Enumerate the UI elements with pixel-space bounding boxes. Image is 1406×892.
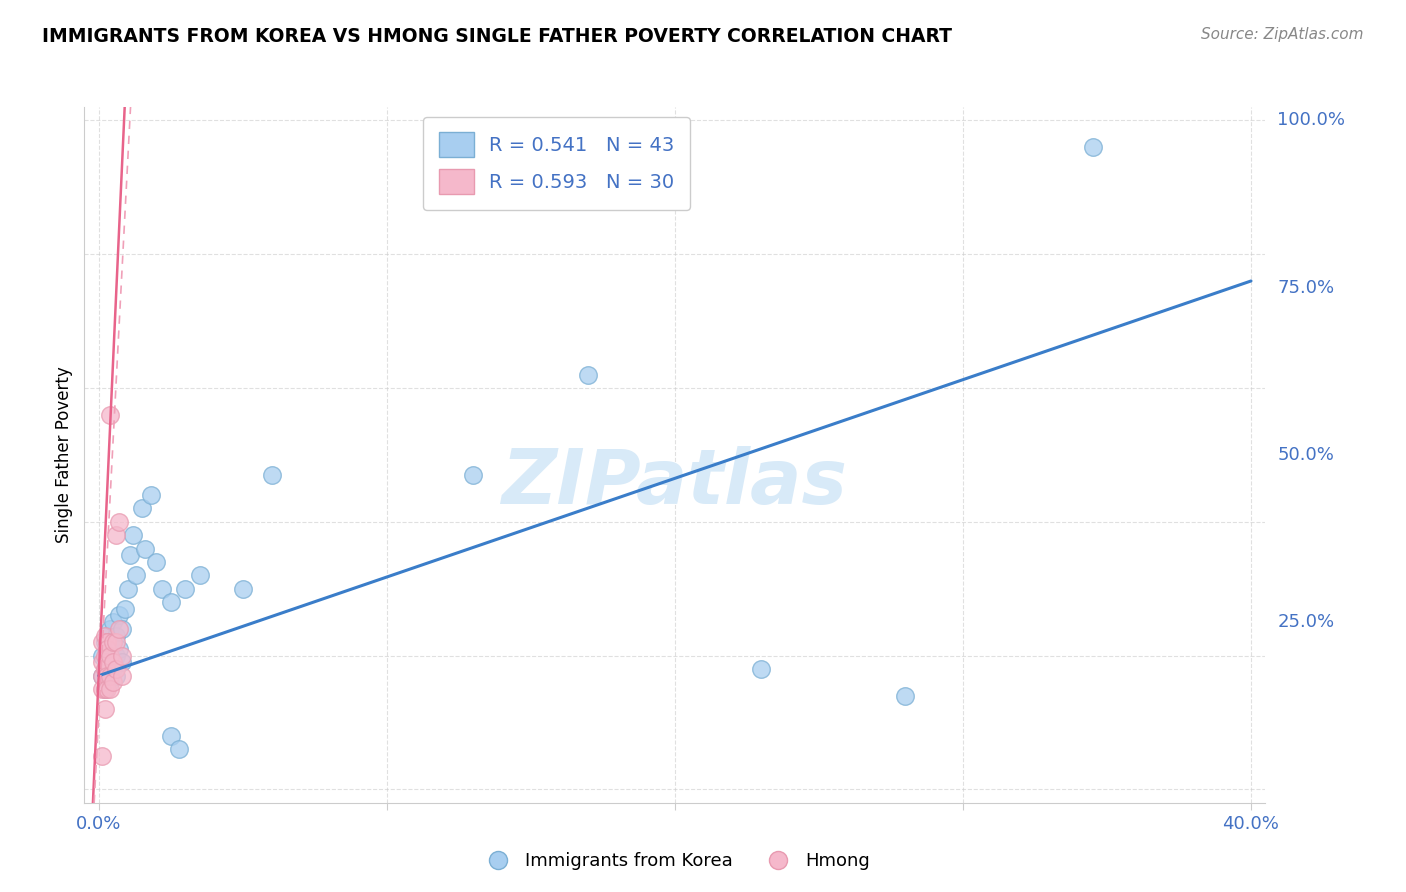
Point <box>93 681 115 696</box>
Point <box>93 702 115 716</box>
Text: 100.0%: 100.0% <box>1277 112 1346 129</box>
Point <box>96 642 118 657</box>
Point <box>111 622 134 636</box>
Point <box>90 669 112 683</box>
Point <box>96 655 118 669</box>
Point <box>232 582 254 596</box>
Point <box>90 655 112 669</box>
Point <box>159 729 181 743</box>
Point <box>93 681 115 696</box>
Point <box>894 689 917 703</box>
Point <box>117 582 139 596</box>
Point <box>188 568 211 582</box>
Point <box>749 662 772 676</box>
Point <box>98 642 121 657</box>
Point <box>463 468 485 483</box>
Point <box>96 648 118 663</box>
Point <box>134 541 156 556</box>
Point <box>93 635 115 649</box>
Point <box>159 595 181 609</box>
Point <box>96 635 118 649</box>
Point <box>101 635 124 649</box>
Point <box>139 488 162 502</box>
Point <box>90 635 112 649</box>
Text: Source: ZipAtlas.com: Source: ZipAtlas.com <box>1201 27 1364 42</box>
Point <box>105 528 128 542</box>
Point <box>93 628 115 642</box>
Point <box>108 622 131 636</box>
Point <box>101 675 124 690</box>
Point <box>96 628 118 642</box>
Point <box>98 681 121 696</box>
Point <box>90 681 112 696</box>
Point <box>96 635 118 649</box>
Point <box>90 669 112 683</box>
Point <box>150 582 173 596</box>
Point <box>108 608 131 623</box>
Point <box>145 555 167 569</box>
Point <box>105 635 128 649</box>
Point <box>114 602 136 616</box>
Point <box>90 648 112 663</box>
Text: ZIPatlas: ZIPatlas <box>502 446 848 520</box>
Point <box>111 648 134 663</box>
Point <box>131 501 153 516</box>
Point <box>1081 140 1104 154</box>
Point <box>105 669 128 683</box>
Point <box>105 648 128 663</box>
Point <box>101 662 124 676</box>
Point <box>174 582 197 596</box>
Point <box>122 528 145 542</box>
Point <box>260 468 283 483</box>
Point <box>101 635 124 649</box>
Point <box>98 622 121 636</box>
Point <box>578 368 600 382</box>
Point <box>169 742 191 756</box>
Text: 75.0%: 75.0% <box>1277 278 1334 297</box>
Point <box>93 662 115 676</box>
Point <box>108 642 131 657</box>
Point <box>111 655 134 669</box>
Point <box>96 681 118 696</box>
Legend: Immigrants from Korea, Hmong: Immigrants from Korea, Hmong <box>472 845 877 877</box>
Point <box>93 662 115 676</box>
Text: 25.0%: 25.0% <box>1277 613 1334 632</box>
Text: IMMIGRANTS FROM KOREA VS HMONG SINGLE FATHER POVERTY CORRELATION CHART: IMMIGRANTS FROM KOREA VS HMONG SINGLE FA… <box>42 27 952 45</box>
Point <box>96 655 118 669</box>
Point <box>93 648 115 663</box>
Point <box>101 615 124 630</box>
Point <box>98 675 121 690</box>
Point <box>101 655 124 669</box>
Y-axis label: Single Father Poverty: Single Father Poverty <box>55 367 73 543</box>
Point <box>108 515 131 529</box>
Text: 50.0%: 50.0% <box>1277 446 1334 464</box>
Point <box>105 662 128 676</box>
Point <box>98 669 121 683</box>
Point <box>120 548 142 563</box>
Point <box>98 408 121 422</box>
Point <box>111 669 134 683</box>
Point <box>125 568 148 582</box>
Point <box>90 749 112 764</box>
Point <box>96 669 118 683</box>
Point <box>98 648 121 663</box>
Point <box>105 628 128 642</box>
